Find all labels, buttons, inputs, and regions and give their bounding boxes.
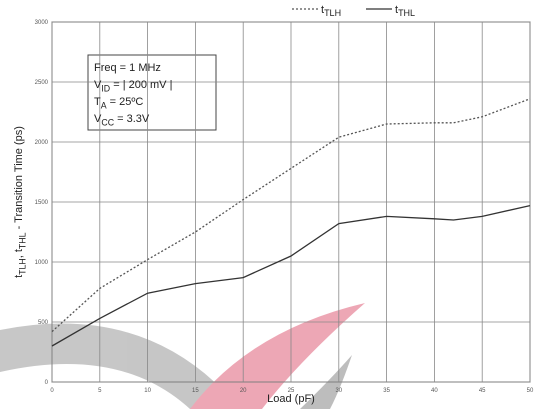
y-axis-label: tTLH, tTHL - Transition Time (ps) — [13, 126, 27, 278]
annotation-box — [87, 54, 217, 131]
text-part: - Transition Time (ps) — [13, 126, 25, 232]
legend-label: tTLH — [321, 4, 341, 18]
text-part: = | 200 mV | — [110, 79, 172, 91]
watermark-arc — [0, 323, 240, 409]
y-tick-label: 2500 — [35, 80, 49, 86]
x-tick-label: 30 — [335, 388, 342, 394]
x-tick-label: 15 — [192, 388, 199, 394]
x-axis-label: Load (pF) — [267, 393, 315, 405]
y-tick-label: 1500 — [35, 200, 49, 206]
text-part: T — [94, 96, 101, 108]
y-tick-label: 2000 — [35, 140, 49, 146]
y-tick-label: 3000 — [35, 20, 49, 26]
x-tick-label: 35 — [383, 388, 390, 394]
legend-label: tTHL — [395, 4, 415, 18]
text-part: = 25ºC — [107, 96, 144, 108]
line — [51, 204, 531, 347]
y-tick-label: 0 — [45, 380, 49, 386]
text-part: Freq = 1 MHz — [94, 62, 161, 74]
subscript: THL — [17, 232, 27, 249]
x-tick-label: 25 — [288, 388, 295, 394]
x-tick-label: 10 — [144, 388, 151, 394]
subscript: TLH — [17, 258, 27, 275]
subscript: A — [101, 100, 107, 110]
x-tick-label: 20 — [240, 388, 247, 394]
x-tick-label: 50 — [527, 388, 534, 394]
x-tick-label: 40 — [431, 388, 438, 394]
annotation: VCC = 3.3V — [94, 113, 150, 127]
text-part: V — [94, 113, 102, 125]
annotation: TA = 25ºC — [94, 96, 143, 110]
y-tick-label: 1000 — [35, 260, 49, 266]
text-part: V — [94, 79, 102, 91]
annotation: VID = | 200 mV | — [94, 79, 172, 93]
x-tick-label: 45 — [479, 388, 486, 394]
subscript: ID — [101, 83, 110, 93]
annotation: Freq = 1 MHz — [94, 62, 161, 74]
y-tick-label: 500 — [38, 320, 49, 326]
x-tick-label: 5 — [98, 388, 102, 394]
line — [51, 98, 531, 333]
text-part: , t — [13, 249, 25, 258]
subscript: CC — [101, 117, 114, 127]
text-part: t — [13, 275, 25, 278]
text-part: = 3.3V — [114, 113, 150, 125]
x-tick-label: 0 — [50, 388, 54, 394]
